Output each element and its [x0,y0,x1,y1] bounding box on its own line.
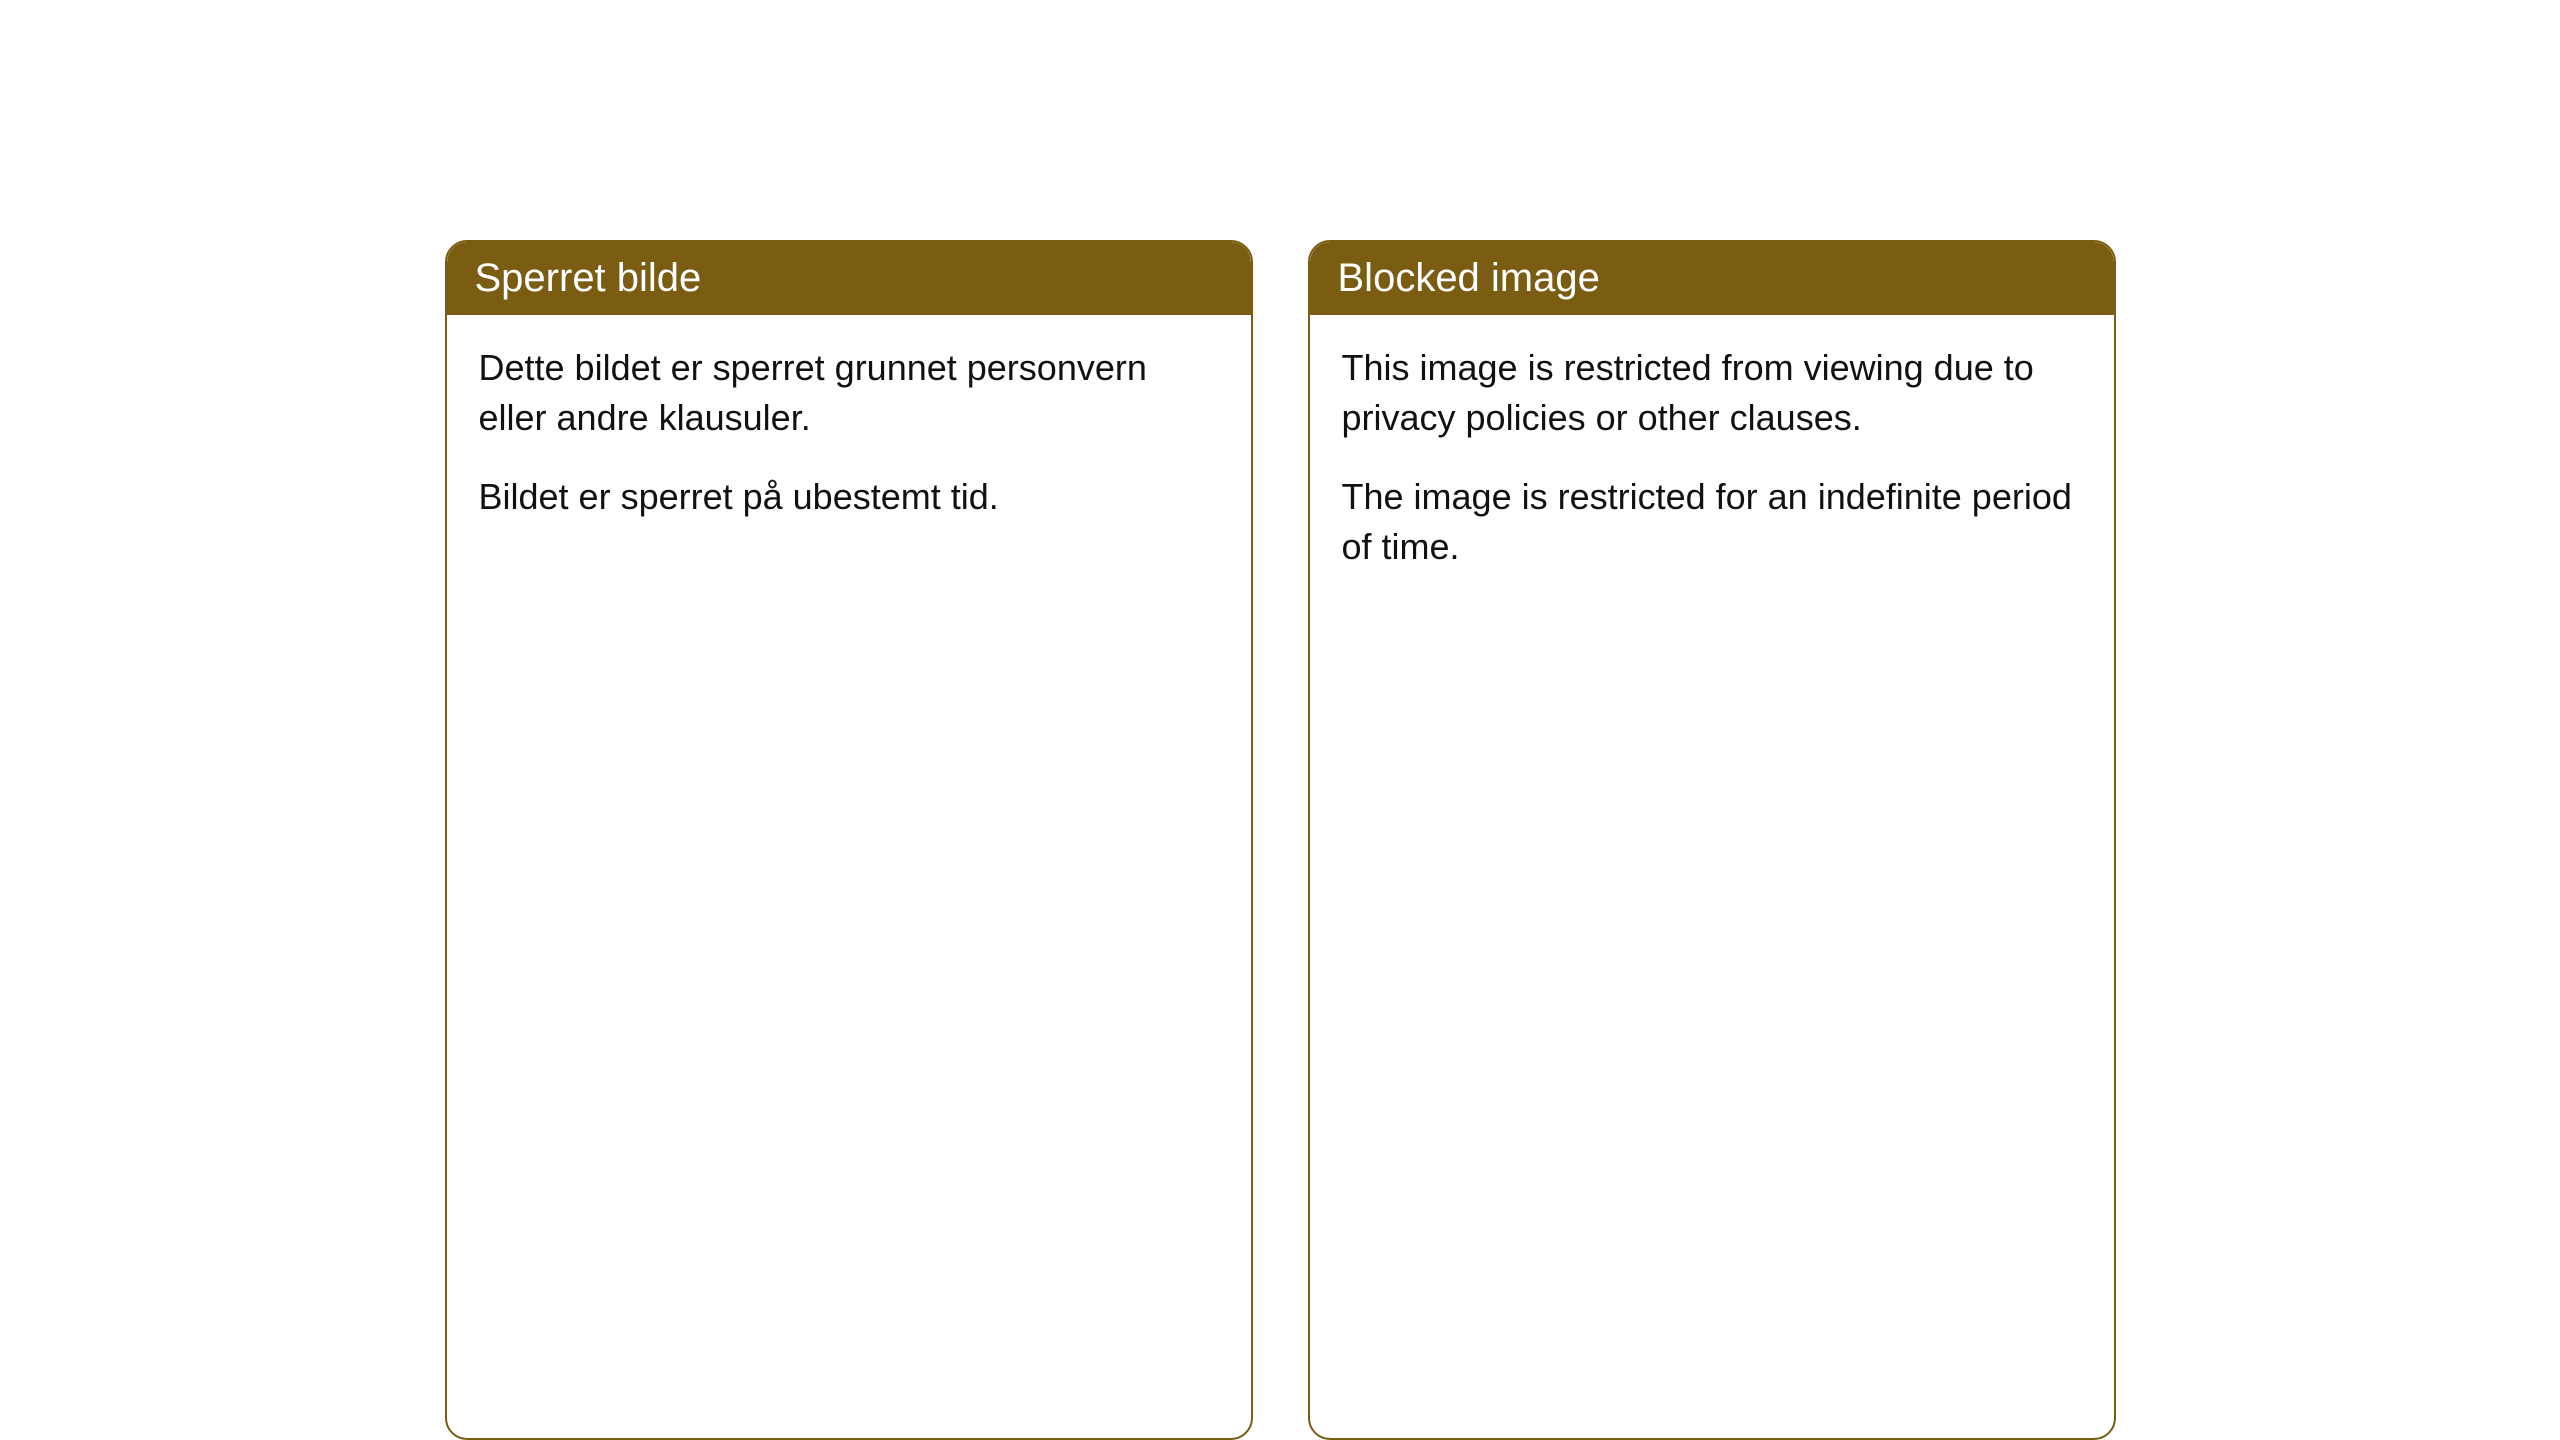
card-body-norwegian: Dette bildet er sperret grunnet personve… [447,315,1251,562]
card-header-norwegian: Sperret bilde [447,242,1251,315]
cards-container: Sperret bilde Dette bildet er sperret gr… [445,240,2116,1440]
card-para2-norwegian: Bildet er sperret på ubestemt tid. [479,472,1219,522]
card-norwegian: Sperret bilde Dette bildet er sperret gr… [445,240,1253,1440]
card-header-english: Blocked image [1310,242,2114,315]
card-english: Blocked image This image is restricted f… [1308,240,2116,1440]
card-para2-english: The image is restricted for an indefinit… [1342,472,2082,571]
card-para1-norwegian: Dette bildet er sperret grunnet personve… [479,343,1219,442]
card-body-english: This image is restricted from viewing du… [1310,315,2114,612]
card-para1-english: This image is restricted from viewing du… [1342,343,2082,442]
